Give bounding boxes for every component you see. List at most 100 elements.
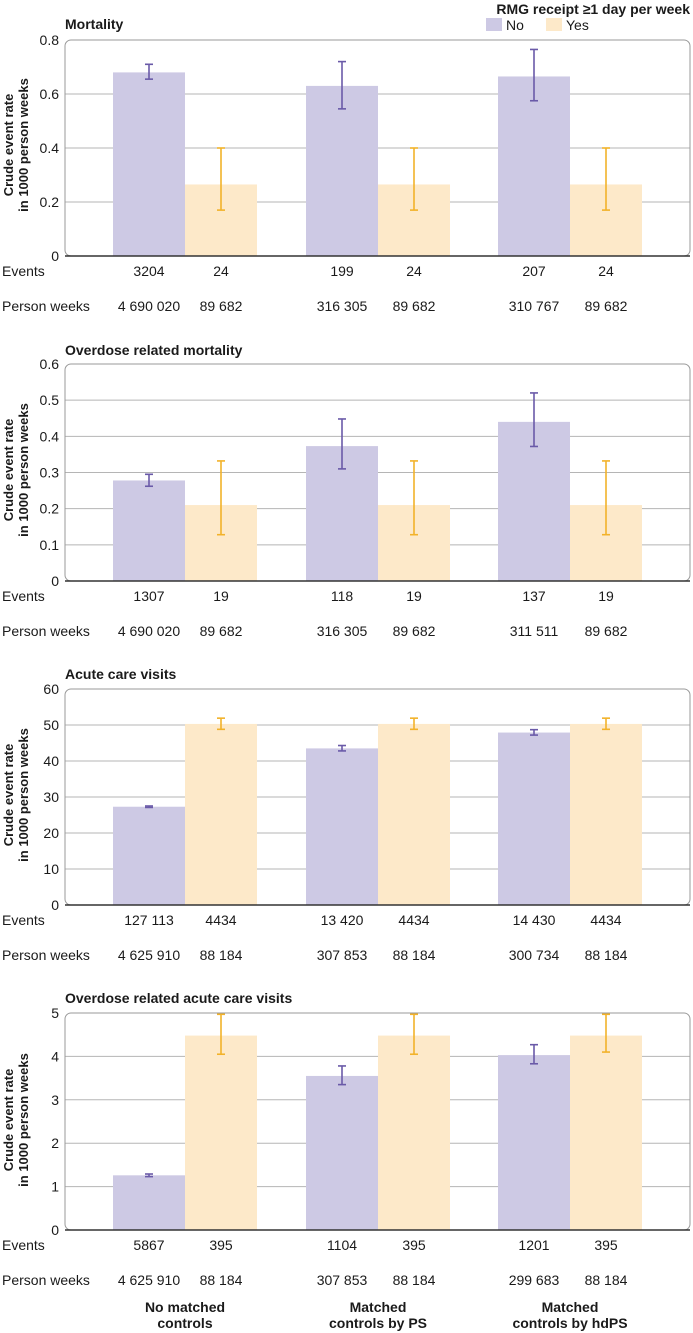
events-value: 19	[406, 588, 422, 604]
person-weeks-value: 299 683	[509, 1272, 560, 1288]
group-label: Matched controls by PS	[329, 1299, 427, 1331]
person-weeks-value: 88 184	[200, 1272, 243, 1288]
y-tick-label: 0.4	[40, 140, 60, 156]
bar-no	[113, 72, 185, 257]
error-bar-yes	[602, 460, 610, 536]
person-weeks-value: 4 625 910	[118, 1272, 180, 1288]
y-axis-label: Crude event ratein 1000 person weeks	[1, 78, 31, 212]
y-tick-label: 5	[51, 1005, 59, 1021]
events-value: 199	[330, 263, 354, 279]
chart-panel: Acute care visits Crude event ratein 1000…	[1, 666, 691, 963]
y-tick-label: 20	[43, 825, 59, 841]
error-bar-yes	[602, 147, 610, 211]
bar-yes	[185, 723, 257, 905]
person-weeks-row-label: Person weeks	[2, 1272, 90, 1288]
y-tick-label: 0.3	[40, 465, 60, 481]
person-weeks-value: 89 682	[393, 623, 436, 639]
error-bar-yes	[217, 460, 225, 536]
person-weeks-value: 4 625 910	[118, 947, 180, 963]
y-tick-label: 60	[43, 681, 59, 697]
bar-no	[306, 85, 378, 257]
person-weeks-value: 89 682	[585, 623, 628, 639]
error-bar-yes	[217, 1013, 225, 1056]
chart-title: Overdose related acute care visits	[65, 990, 292, 1006]
y-axis-label: Crude event ratein 1000 person weeks	[1, 403, 31, 537]
events-value: 24	[213, 263, 229, 279]
legend-swatch-no	[486, 18, 502, 31]
events-value: 395	[594, 1237, 618, 1253]
chart-title: Acute care visits	[65, 666, 176, 682]
events-value: 24	[598, 263, 614, 279]
person-weeks-value: 310 767	[509, 298, 560, 314]
error-bar-no	[530, 728, 538, 736]
bar-no	[498, 76, 570, 256]
person-weeks-value: 316 305	[317, 623, 368, 639]
y-tick-label: 40	[43, 753, 59, 769]
events-value: 1307	[133, 588, 164, 604]
events-value: 5867	[133, 1237, 164, 1253]
person-weeks-value: 4 690 020	[118, 298, 180, 314]
events-value: 395	[402, 1237, 426, 1253]
person-weeks-value: 307 853	[317, 1272, 368, 1288]
bar-no	[306, 1075, 378, 1230]
legend-title: RMG receipt ≥1 day per week	[496, 1, 690, 17]
error-bar-no	[530, 1043, 538, 1065]
error-bar-no	[530, 48, 538, 102]
chart-panel: Overdose related acute care visits Crude …	[1, 990, 691, 1288]
bar-no	[498, 1055, 570, 1230]
error-bar-no	[530, 392, 538, 448]
events-value: 3204	[133, 263, 164, 279]
bar-no	[498, 732, 570, 905]
bar-yes	[570, 1035, 642, 1230]
events-value: 4434	[205, 912, 236, 928]
bar-no	[306, 748, 378, 905]
events-value: 137	[522, 588, 546, 604]
y-tick-label: 0.6	[40, 356, 60, 372]
person-weeks-value: 89 682	[200, 298, 243, 314]
bar-no	[113, 480, 185, 581]
y-tick-label: 0.2	[40, 501, 60, 517]
error-bar-no	[338, 1065, 346, 1086]
chart-title: Overdose related mortality	[65, 342, 243, 358]
legend-label-no: No	[506, 17, 524, 33]
bar-yes	[378, 723, 450, 905]
bar-no	[113, 806, 185, 905]
y-tick-label: 0.5	[40, 392, 60, 408]
y-tick-label: 0.6	[40, 86, 60, 102]
events-row-label: Events	[2, 588, 45, 604]
bar-yes	[378, 1035, 450, 1230]
events-value: 4434	[398, 912, 429, 928]
events-value: 395	[209, 1237, 233, 1253]
y-tick-label: 3	[51, 1092, 59, 1108]
chart-panel: Overdose related mortality Crude event ra…	[1, 342, 691, 639]
y-tick-label: 0.1	[40, 537, 60, 553]
error-bar-yes	[410, 147, 418, 211]
group-labels: No matched controls Matched controls by PS M…	[145, 1299, 628, 1331]
person-weeks-value: 300 734	[509, 947, 560, 963]
events-value: 19	[213, 588, 229, 604]
error-bar-yes	[602, 1013, 610, 1053]
bar-yes	[570, 723, 642, 905]
person-weeks-value: 89 682	[585, 298, 628, 314]
person-weeks-value: 88 184	[200, 947, 243, 963]
y-tick-label: 0.4	[40, 428, 60, 444]
person-weeks-value: 311 511	[510, 623, 559, 639]
events-value: 4434	[590, 912, 621, 928]
error-bar-yes	[217, 717, 225, 731]
y-axis-label: Crude event ratein 1000 person weeks	[1, 728, 31, 862]
person-weeks-value: 89 682	[393, 298, 436, 314]
events-row-label: Events	[2, 263, 45, 279]
person-weeks-row-label: Person weeks	[2, 298, 90, 314]
error-bar-no	[338, 60, 346, 110]
legend-label-yes: Yes	[566, 17, 589, 33]
person-weeks-row-label: Person weeks	[2, 947, 90, 963]
y-tick-label: 10	[43, 861, 59, 877]
bar-no	[498, 421, 570, 581]
person-weeks-row-label: Person weeks	[2, 623, 90, 639]
person-weeks-value: 88 184	[585, 1272, 628, 1288]
y-tick-label: 1	[51, 1179, 59, 1195]
y-tick-label: 4	[51, 1048, 59, 1064]
error-bar-no	[338, 744, 346, 752]
events-value: 24	[406, 263, 422, 279]
